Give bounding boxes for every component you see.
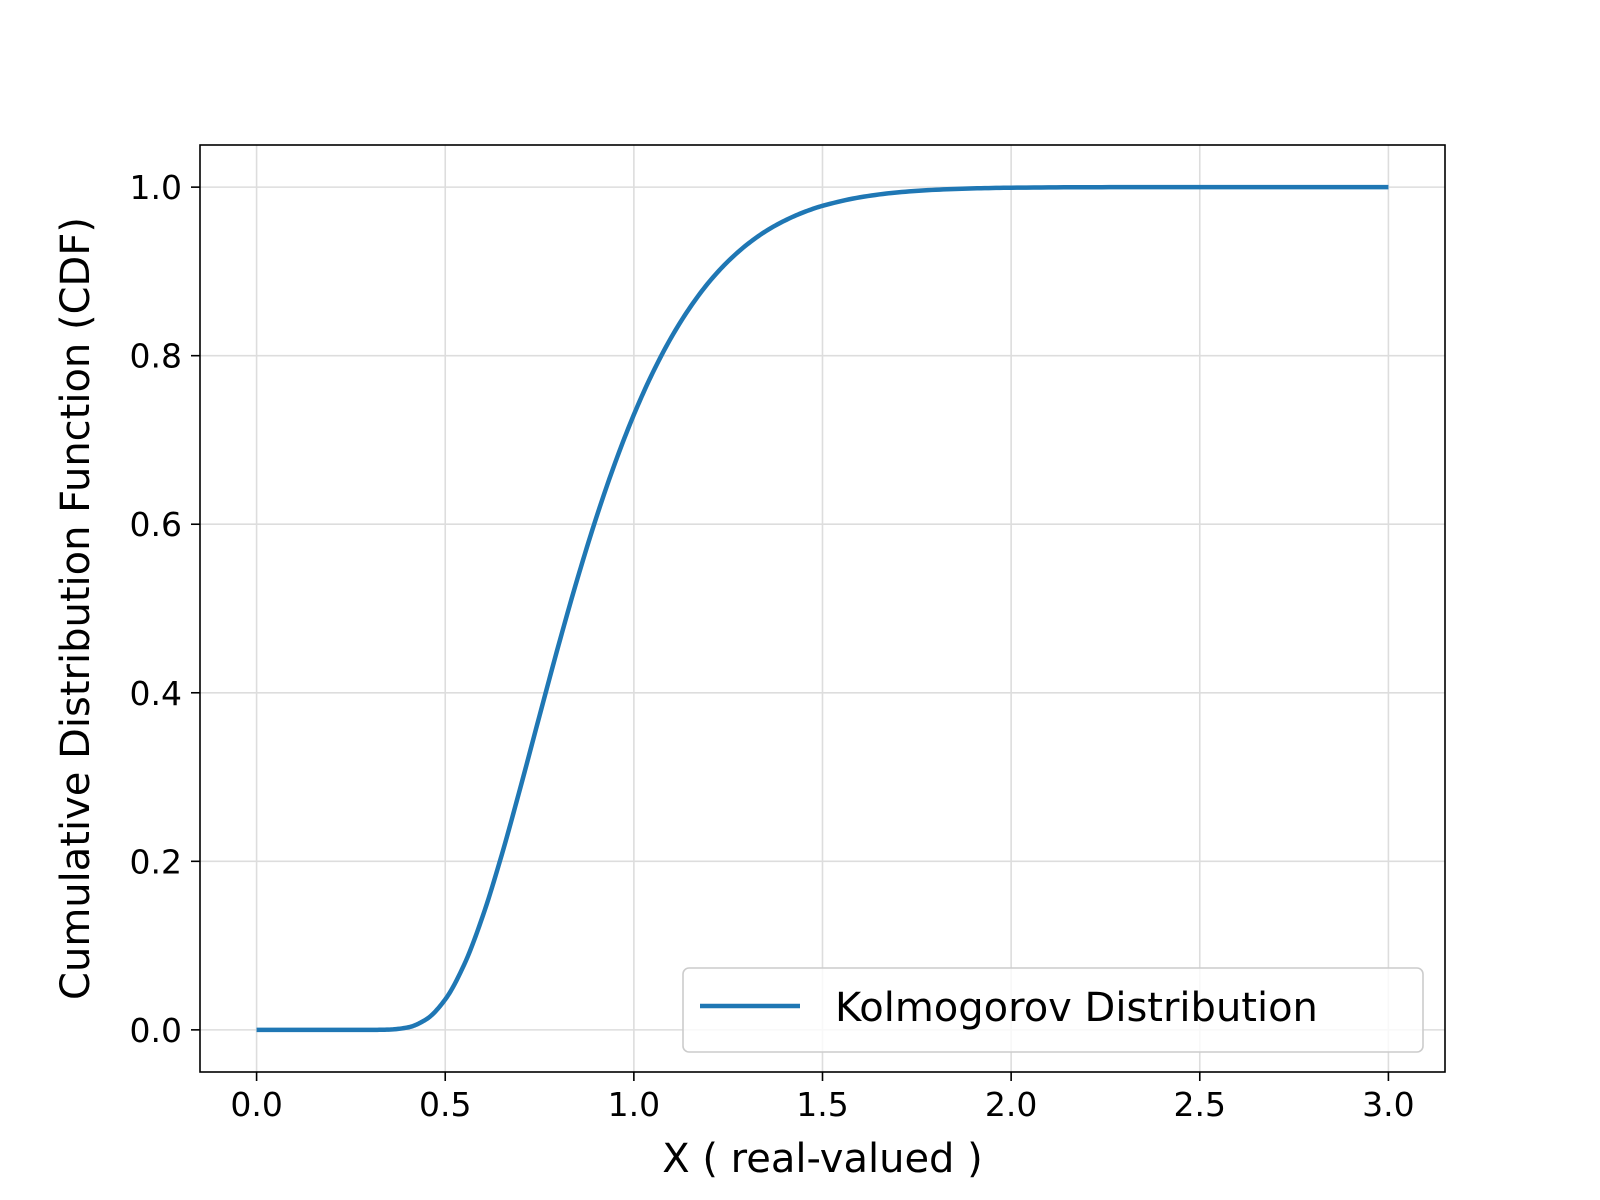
x-tick-label: 1.5 (796, 1085, 848, 1124)
y-tick-label: 1.0 (130, 168, 182, 207)
y-axis: 0.0 0.2 0.4 0.6 0.8 1.0 (130, 168, 200, 1050)
y-axis-label: Cumulative Distribution Function (CDF) (53, 217, 99, 1000)
series-group (256, 184, 1389, 1033)
series-line (256, 184, 1389, 1033)
x-tick-label: 2.0 (985, 1085, 1037, 1124)
legend: Kolmogorov Distribution (682, 967, 1424, 1053)
x-tick-label: 2.5 (1174, 1085, 1226, 1124)
y-tick-label: 0.8 (130, 337, 182, 376)
legend-entry: Kolmogorov Distribution (835, 985, 1318, 1031)
x-axis-label: X ( real-valued ) (662, 1136, 983, 1182)
x-tick-label: 0.0 (230, 1085, 282, 1124)
x-tick-label: 0.5 (419, 1085, 471, 1124)
y-tick-label: 0.2 (130, 842, 182, 881)
y-tick-label: 0.4 (130, 674, 182, 713)
x-axis: 0.0 0.5 1.0 1.5 2.0 2.5 3.0 (230, 1072, 1415, 1124)
y-tick-label: 0.6 (130, 505, 182, 544)
legend-box (682, 967, 1424, 1053)
x-tick-label: 3.0 (1362, 1085, 1414, 1124)
y-tick-label: 0.0 (130, 1011, 182, 1050)
x-tick-label: 1.0 (608, 1085, 660, 1124)
